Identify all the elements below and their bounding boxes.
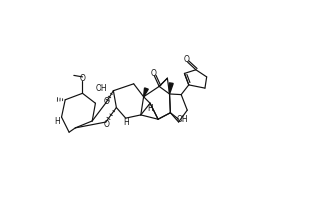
Text: H: H <box>123 118 129 127</box>
Polygon shape <box>143 88 148 97</box>
Text: O: O <box>104 97 110 106</box>
Text: O: O <box>184 55 190 64</box>
Polygon shape <box>169 83 173 94</box>
Text: H: H <box>54 117 60 126</box>
Text: O: O <box>151 68 157 78</box>
Text: OH: OH <box>177 115 189 124</box>
Text: OH: OH <box>95 84 107 93</box>
Text: H: H <box>148 104 154 113</box>
Text: O: O <box>104 120 110 129</box>
Text: O: O <box>79 74 85 83</box>
